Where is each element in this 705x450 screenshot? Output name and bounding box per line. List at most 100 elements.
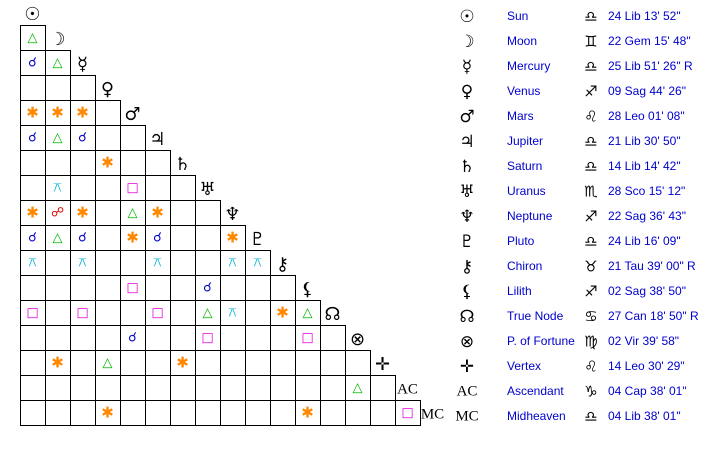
- body-name: Moon: [507, 34, 537, 48]
- grid-cell: [270, 400, 296, 426]
- aspect-symbol: □: [26, 306, 38, 321]
- grid-body-symbol: ☿: [77, 54, 88, 75]
- aspect-symbol: ✱: [226, 229, 239, 247]
- aspect-symbol: △: [353, 381, 363, 396]
- aspect-symbol: ✱: [51, 104, 64, 122]
- aspect-symbol: ✱: [151, 204, 164, 222]
- grid-cell: [45, 375, 71, 401]
- sign-symbol: ♎: [584, 158, 597, 176]
- grid-cell: [195, 375, 221, 401]
- aspect-symbol: □: [401, 406, 413, 421]
- body-name: Sun: [507, 9, 528, 23]
- grid-cell: [20, 150, 46, 176]
- aspect-symbol: ☌: [203, 281, 212, 296]
- aspect-symbol: △: [28, 31, 38, 46]
- grid-cell: [245, 400, 271, 426]
- aspect-symbol: ✱: [26, 104, 39, 122]
- grid-cell: [45, 250, 71, 276]
- grid-cell: [245, 275, 271, 301]
- aspect-symbol: △: [203, 306, 213, 321]
- grid-cell: [220, 400, 246, 426]
- grid-cell: [120, 150, 146, 176]
- aspect-symbol: ✱: [76, 104, 89, 122]
- grid-cell: [95, 175, 121, 201]
- grid-cell: [120, 375, 146, 401]
- aspect-symbol: ⚻: [228, 306, 237, 321]
- grid-cell: [170, 275, 196, 301]
- body-position: 27 Can 18' 50" R: [608, 309, 699, 323]
- grid-body-symbol: ♂: [124, 104, 140, 125]
- aspect-symbol: ☌: [28, 56, 37, 71]
- body-position: 04 Cap 38' 01": [608, 384, 687, 398]
- aspect-symbol: ✱: [26, 204, 39, 222]
- aspect-symbol: ⚻: [253, 256, 262, 271]
- sign-symbol: ♐: [584, 283, 597, 301]
- aspect-symbol: ☌: [78, 231, 87, 246]
- body-name: Chiron: [507, 259, 542, 273]
- grid-cell: [320, 350, 346, 376]
- list-body-symbol: ☊: [459, 307, 474, 327]
- body-position: 24 Lib 16' 09": [608, 234, 681, 248]
- aspect-symbol: ⚻: [78, 256, 87, 271]
- list-body-symbol: ♇: [459, 232, 474, 252]
- grid-cell: [345, 400, 371, 426]
- body-name: Mars: [507, 109, 534, 123]
- sign-symbol: ♐: [584, 208, 597, 226]
- sign-symbol: ♎: [584, 408, 597, 426]
- aspect-symbol: ☌: [28, 231, 37, 246]
- grid-body-symbol: ✛: [375, 354, 390, 375]
- grid-cell: [370, 400, 396, 426]
- list-body-symbol: ⚷: [461, 257, 473, 277]
- grid-cell: [95, 100, 121, 126]
- grid-cell: [345, 350, 371, 376]
- grid-cell: [295, 375, 321, 401]
- grid-cell: [220, 375, 246, 401]
- grid-cell: [45, 275, 71, 301]
- body-position: 21 Tau 39' 00" R: [608, 259, 696, 273]
- grid-cell: [220, 325, 246, 351]
- aspect-symbol: ✱: [101, 404, 114, 422]
- body-name: Midheaven: [507, 409, 566, 423]
- aspect-symbol: △: [53, 231, 63, 246]
- grid-cell: [195, 250, 221, 276]
- grid-cell: [145, 150, 171, 176]
- body-name: Saturn: [507, 159, 542, 173]
- sign-symbol: ♋: [584, 308, 597, 326]
- grid-body-symbol: ☊: [325, 304, 341, 325]
- list-body-symbol: ♅: [459, 182, 474, 202]
- grid-cell: [170, 300, 196, 326]
- list-body-symbol: ☽: [459, 32, 474, 52]
- grid-cell: [120, 300, 146, 326]
- body-name: True Node: [507, 309, 564, 323]
- grid-cell: [245, 350, 271, 376]
- grid-cell: [170, 175, 196, 201]
- sign-symbol: ♎: [584, 133, 597, 151]
- list-body-symbol: AC: [457, 383, 478, 399]
- grid-cell: [370, 375, 396, 401]
- body-name: Jupiter: [507, 134, 543, 148]
- body-name: Mercury: [507, 59, 550, 73]
- list-body-symbol: ⚸: [461, 282, 473, 302]
- sign-symbol: ♎: [584, 233, 597, 251]
- grid-cell: [195, 400, 221, 426]
- list-body-symbol: ☉: [459, 7, 474, 27]
- aspect-symbol: ☌: [78, 131, 87, 146]
- list-body-symbol: ⊗: [460, 332, 474, 352]
- grid-body-symbol: ♄: [174, 154, 190, 175]
- grid-cell: [270, 275, 296, 301]
- grid-cell: [45, 150, 71, 176]
- aspect-symbol: ✱: [76, 204, 89, 222]
- grid-cell: [45, 75, 71, 101]
- grid-body-symbol: ⚸: [301, 279, 314, 300]
- grid-cell: [195, 350, 221, 376]
- list-body-symbol: ✛: [460, 357, 474, 377]
- body-position: 02 Vir 39' 58": [608, 334, 679, 348]
- aspect-symbol: ☍: [51, 206, 64, 221]
- aspect-symbol: □: [126, 281, 138, 296]
- grid-body-symbol: ♅: [199, 179, 215, 200]
- grid-cell: [95, 225, 121, 251]
- aspect-symbol: △: [53, 131, 63, 146]
- grid-cell: [45, 300, 71, 326]
- grid-cell: [95, 125, 121, 151]
